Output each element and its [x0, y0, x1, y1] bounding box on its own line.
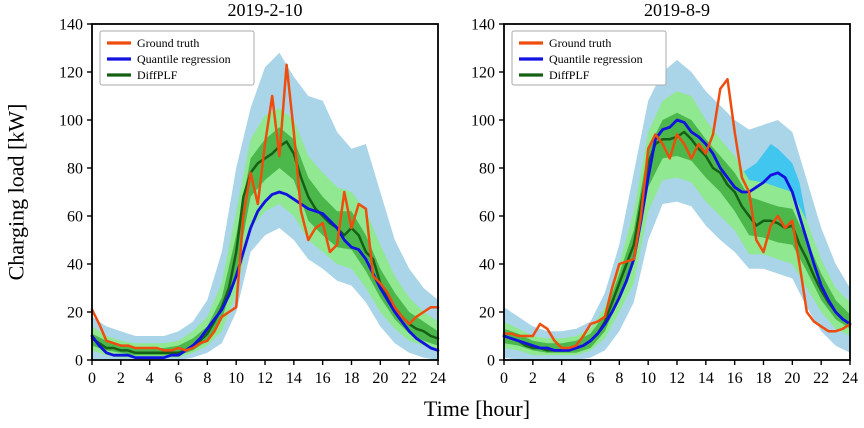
legend-label: Quantile regression: [137, 52, 231, 66]
x-tick-label: 14: [286, 370, 302, 387]
chart-title: 2019-2-10: [228, 0, 303, 20]
legend-label: Quantile regression: [549, 52, 643, 66]
series-line: [90, 190, 440, 359]
right-chart: 0 2 4 6 8 10 12 14 16 18 20 22 240204060801001201402…: [471, 0, 858, 387]
legend-label: DiffPLF: [549, 68, 590, 82]
x-tick-label: 14: [698, 370, 714, 387]
x-tick-label: 22: [813, 370, 829, 387]
y-tick-label: 60: [67, 209, 83, 226]
x-tick-label: 22: [401, 370, 417, 387]
x-tick-label: 6: [587, 370, 595, 387]
y-tick-label: 80: [479, 161, 495, 178]
x-tick-label: 20: [372, 370, 388, 387]
y-tick-label: 120: [471, 65, 495, 82]
inner-prediction-interval-band: [92, 127, 438, 356]
y-tick-label: 40: [479, 257, 495, 274]
legend-label: Ground truth: [549, 36, 611, 50]
y-tick-label: 20: [67, 305, 83, 322]
x-tick-label: 6: [175, 370, 183, 387]
series-line: [502, 118, 852, 352]
x-tick-label: 10: [228, 370, 244, 387]
x-tick-label: 10: [640, 370, 656, 387]
y-tick-label: 80: [67, 161, 83, 178]
y-tick-label: 0: [487, 353, 495, 370]
inner-prediction-interval-band: [504, 112, 850, 353]
left-chart: 0 2 4 6 8 10 12 14 16 18 20 22 240204060801001201402…: [59, 0, 446, 387]
x-tick-label: 4: [146, 370, 154, 387]
y-tick-label: 0: [75, 353, 83, 370]
legend-label: DiffPLF: [137, 68, 178, 82]
legend-box: [99, 30, 255, 86]
x-tick-label: 4: [558, 370, 566, 387]
y-tick-label: 20: [479, 305, 495, 322]
y-axis-label-text: Charging load [kW]: [3, 103, 28, 281]
x-axis-label: Time [hour]: [423, 396, 531, 421]
y-tick-label: 140: [59, 17, 83, 34]
x-tick-label: 8: [203, 370, 211, 387]
x-tick-label: 16: [315, 370, 331, 387]
y-tick-label: 140: [471, 17, 495, 34]
x-tick-label: 12: [257, 370, 273, 387]
x-tick-label: 0: [500, 370, 508, 387]
x-tick-label: 24: [430, 370, 446, 387]
y-tick-label: 100: [59, 113, 83, 130]
y-tick-label: 60: [479, 209, 495, 226]
x-tick-label: 18: [756, 370, 772, 387]
outer-prediction-interval-band: [504, 60, 850, 360]
x-tick-label: 2: [117, 370, 125, 387]
y-tick-label: 40: [67, 257, 83, 274]
y-axis-label: Charging load [kW]: [0, 0, 32, 384]
series-line: [502, 77, 852, 350]
chart-title: 2019-8-9: [644, 0, 710, 20]
x-tick-label: 18: [344, 370, 360, 387]
x-tick-label: 2: [529, 370, 537, 387]
x-tick-label: 24: [842, 370, 858, 387]
x-tick-label: 8: [615, 370, 623, 387]
x-tick-label: 16: [727, 370, 743, 387]
series-line: [90, 63, 440, 352]
x-tick-label: 12: [669, 370, 685, 387]
y-tick-label: 120: [59, 65, 83, 82]
legend-label: Ground truth: [137, 36, 199, 50]
x-tick-label: 20: [784, 370, 800, 387]
x-tick-label: 0: [88, 370, 96, 387]
legend-box: [511, 30, 667, 86]
y-tick-label: 100: [471, 113, 495, 130]
